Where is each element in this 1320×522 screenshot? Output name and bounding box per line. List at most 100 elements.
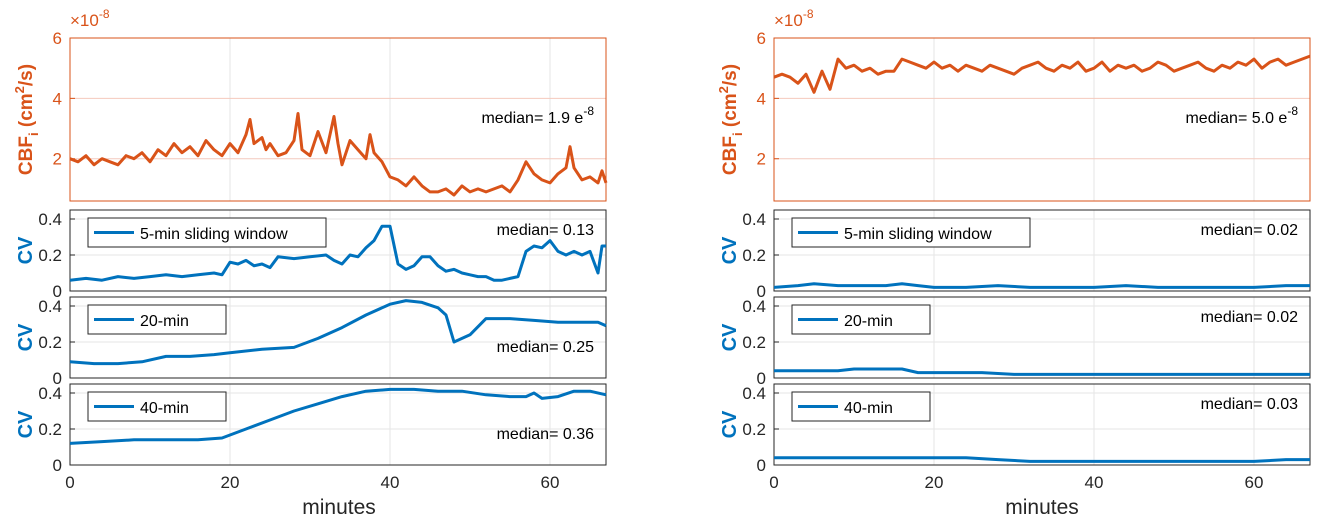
axes-box [773, 296, 1311, 379]
y-tick-label: 6 [53, 29, 62, 48]
x-tick-label: 20 [925, 473, 944, 492]
y-tick-label: 0.2 [742, 333, 766, 352]
y-label-main: CV [15, 410, 37, 438]
axes-box [773, 209, 1311, 292]
legend: 40-min [87, 391, 227, 422]
axes-box [69, 296, 607, 379]
y-tick-label: 0.4 [38, 210, 62, 229]
legend-label: 40-min [140, 400, 189, 417]
y-axis-label: CBFi (cm2/s) [716, 64, 745, 175]
legend: 20-min [87, 304, 227, 335]
series-line [69, 299, 607, 366]
legend: 5-min sliding window [791, 217, 1031, 248]
y-axis-label: CV [15, 323, 37, 351]
scale-exponent: -8 [99, 7, 110, 21]
legend-label: 5-min sliding window [844, 226, 992, 243]
y-label-units-sup: 2 [12, 86, 27, 93]
y-tick-label: 0 [757, 456, 766, 475]
y-axis-label: CBFi (cm2/s) [12, 64, 41, 175]
median-annotation: median= 0.25 [497, 339, 595, 356]
y-tick-label: 4 [53, 89, 62, 108]
annotation-sup: -8 [583, 104, 594, 118]
x-tick-label: 60 [541, 473, 560, 492]
panel-left-cv2: 0 0.2 0.4CV 20-min median= 0.25 [15, 296, 607, 388]
y-tick-label: 0 [757, 369, 766, 388]
series-line [773, 54, 1311, 94]
y-tick-label: 0.4 [742, 384, 766, 403]
series-line [69, 224, 606, 282]
y-label-subscript: i [26, 132, 41, 136]
legend-label: 40-min [844, 400, 893, 417]
legend-label: 5-min sliding window [140, 226, 288, 243]
axes-box [69, 37, 607, 202]
median-annotation: median= 5.0 e-8 [1185, 104, 1298, 127]
y-label-main: CV [719, 236, 741, 264]
x-axis-label-right: minutes [1005, 496, 1079, 519]
x-tick-label: 60 [1245, 473, 1264, 492]
scale-base: ×10 [70, 11, 99, 30]
y-tick-label: 0.4 [742, 297, 766, 316]
y-label-main: CV [15, 323, 37, 351]
y-tick-label: 0 [53, 369, 62, 388]
median-annotation: median= 0.02 [1201, 309, 1299, 326]
annotation-text: median= 1.9 e [481, 110, 583, 127]
x-axis-label-left: minutes [302, 496, 376, 519]
annotation-text: median= 0.13 [497, 222, 595, 239]
series-line [69, 112, 608, 197]
median-annotation: median= 0.02 [1201, 222, 1299, 239]
scale-base: ×10 [774, 11, 803, 30]
series-line [774, 367, 1310, 376]
panel-left-cv1: 0 0.2 0.4CV 5-min sliding window median= 0.1… [15, 209, 607, 301]
y-label-subscript: i [730, 132, 745, 136]
x-tick-label: 40 [381, 473, 400, 492]
legend: 20-min [791, 304, 931, 335]
y-axis-label: CV [15, 236, 37, 264]
y-label-main: CV [719, 323, 741, 351]
y-tick-label: 0.2 [742, 246, 766, 265]
y-tick-label: 0.4 [38, 384, 62, 403]
axis-scale-factor: ×10-8 [774, 7, 814, 30]
axis-scale-factor: ×10-8 [70, 7, 110, 30]
y-tick-label: 0.2 [38, 246, 62, 265]
legend: 40-min [791, 391, 931, 422]
y-axis-label: CV [15, 410, 37, 438]
y-label-units-sup: 2 [716, 86, 731, 93]
series-line [773, 282, 1310, 289]
y-tick-label: 0 [53, 282, 62, 301]
legend: 5-min sliding window [87, 217, 327, 248]
legend-label: 20-min [844, 313, 893, 330]
x-tick-label: 0 [769, 473, 778, 492]
y-label-main: CBF [720, 136, 741, 175]
x-tick-label: 0 [65, 473, 74, 492]
median-annotation: median= 1.9 e-8 [481, 104, 594, 127]
y-axis-label: CV [719, 410, 741, 438]
x-tick-label: 40 [1085, 473, 1104, 492]
x-tick-label: 20 [221, 473, 240, 492]
y-label-units-end: /s) [16, 64, 37, 86]
y-label-main: CV [15, 236, 37, 264]
scale-exponent: -8 [803, 7, 814, 21]
median-annotation: median= 0.03 [1201, 396, 1299, 413]
annotation-text: median= 5.0 e [1185, 110, 1287, 127]
panel-right-cv3: 0 0.2 0.4 0 20 40 60 CV 40-min median= 0.03 [719, 383, 1311, 492]
y-tick-label: 0 [53, 456, 62, 475]
y-label-units: (cm [16, 93, 37, 132]
y-axis-label: CV [719, 236, 741, 264]
y-tick-label: 4 [757, 89, 766, 108]
series-line [69, 387, 607, 445]
annotation-text: median= 0.36 [497, 426, 595, 443]
axes-box [69, 383, 607, 466]
y-tick-label: 0.2 [742, 420, 766, 439]
median-annotation: median= 0.36 [497, 426, 595, 443]
y-label-main: CV [719, 410, 741, 438]
y-label-main: CBF [16, 136, 37, 175]
annotation-text: median= 0.02 [1201, 222, 1299, 239]
y-label-units: (cm [720, 93, 741, 132]
y-tick-label: 2 [757, 150, 766, 169]
y-tick-label: 0.4 [742, 210, 766, 229]
annotation-sup: -8 [1287, 104, 1298, 118]
legend-label: 20-min [140, 313, 189, 330]
